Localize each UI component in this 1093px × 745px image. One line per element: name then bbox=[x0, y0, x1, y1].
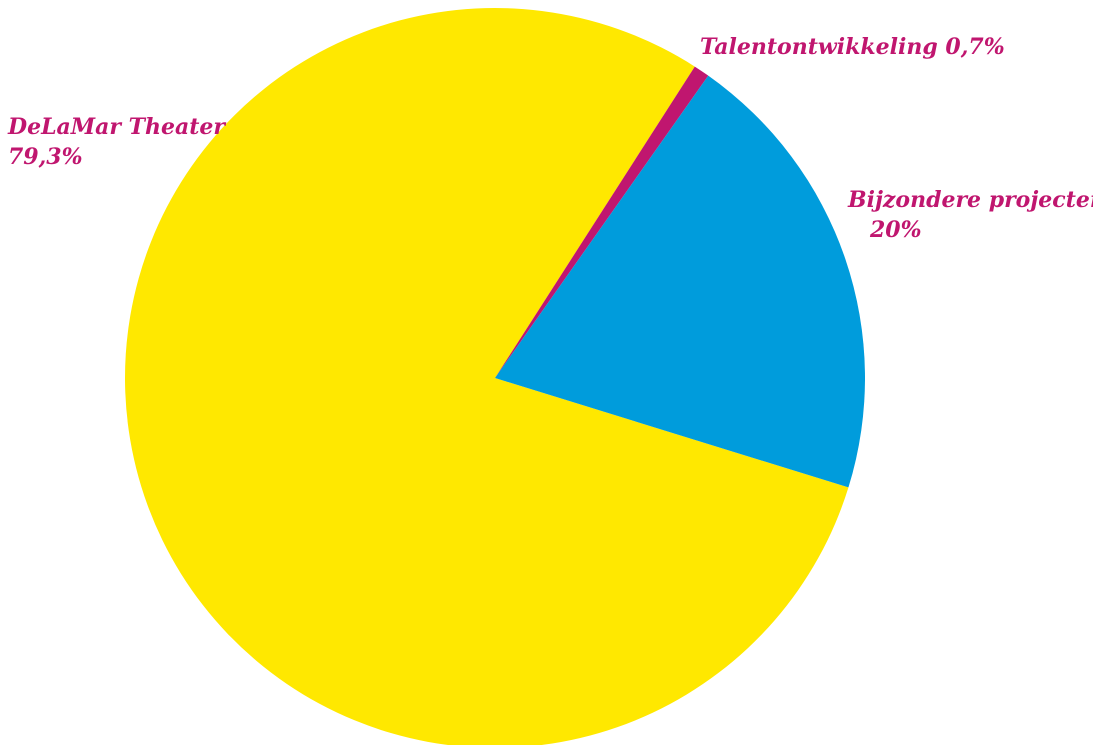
slice-bijzondere-projecten bbox=[495, 75, 865, 488]
label-bijzondere-projecten-name: Bijzondere projecten bbox=[848, 187, 1093, 213]
label-delamar-theater-value: 79,3% bbox=[8, 144, 83, 170]
label-bijzondere-projecten: Bijzondere projecten 20% bbox=[848, 185, 1093, 245]
label-bijzondere-projecten-value: 20% bbox=[870, 217, 922, 243]
label-delamar-theater: DeLaMar Theater 79,3% bbox=[8, 112, 225, 172]
label-talentontwikkeling-name: Talentontwikkeling bbox=[700, 34, 938, 60]
label-delamar-theater-name: DeLaMar Theater bbox=[8, 114, 226, 140]
label-talentontwikkeling-value: 0,7% bbox=[945, 34, 1005, 60]
slice-talentontwikkeling bbox=[495, 66, 709, 378]
label-talentontwikkeling: Talentontwikkeling 0,7% bbox=[700, 32, 1005, 62]
slice-delamar-theater bbox=[125, 8, 849, 745]
